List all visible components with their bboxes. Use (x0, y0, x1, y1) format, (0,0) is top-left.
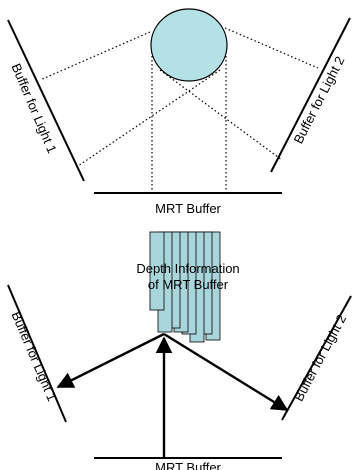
top-buffer-light2-label: Buffer for Light 2 (291, 54, 348, 146)
bottom-buffer-light2-label: Buffer for Light 2 (291, 312, 349, 404)
top-mrt-buffer-label: MRT Buffer (155, 201, 221, 216)
arrow-to-light2 (163, 332, 289, 412)
bottom-buffer-light2-line (281, 295, 352, 421)
top-buffer-light1-line (7, 19, 85, 182)
proj-line-left-upper (39, 31, 151, 81)
top-buffer-light2-line (270, 17, 351, 173)
depth-info-label-line1: Depth Information (136, 261, 239, 276)
arrow-to-light1 (56, 332, 165, 389)
bottom-buffer-light1-label: Buffer for Light 1 (9, 309, 60, 403)
depth-slabs (149, 231, 221, 343)
bottom-diagram: Depth Information of MRT Buffer Buffer f… (7, 231, 352, 470)
top-projection-lines (39, 27, 319, 193)
depth-info-label-line2: of MRT Buffer (148, 277, 229, 292)
sphere (150, 8, 228, 82)
proj-line-left-lower (74, 69, 221, 169)
proj-line-right-lower (159, 69, 283, 161)
depth-slab-1 (149, 231, 165, 311)
proj-line-right-upper (224, 27, 319, 69)
bottom-arrows (56, 332, 289, 458)
top-diagram: Buffer for Light 1 Buffer for Light 2 MR… (7, 8, 351, 216)
bottom-buffer-light1-line (7, 284, 67, 423)
bottom-mrt-buffer-label: MRT Buffer (155, 460, 221, 470)
